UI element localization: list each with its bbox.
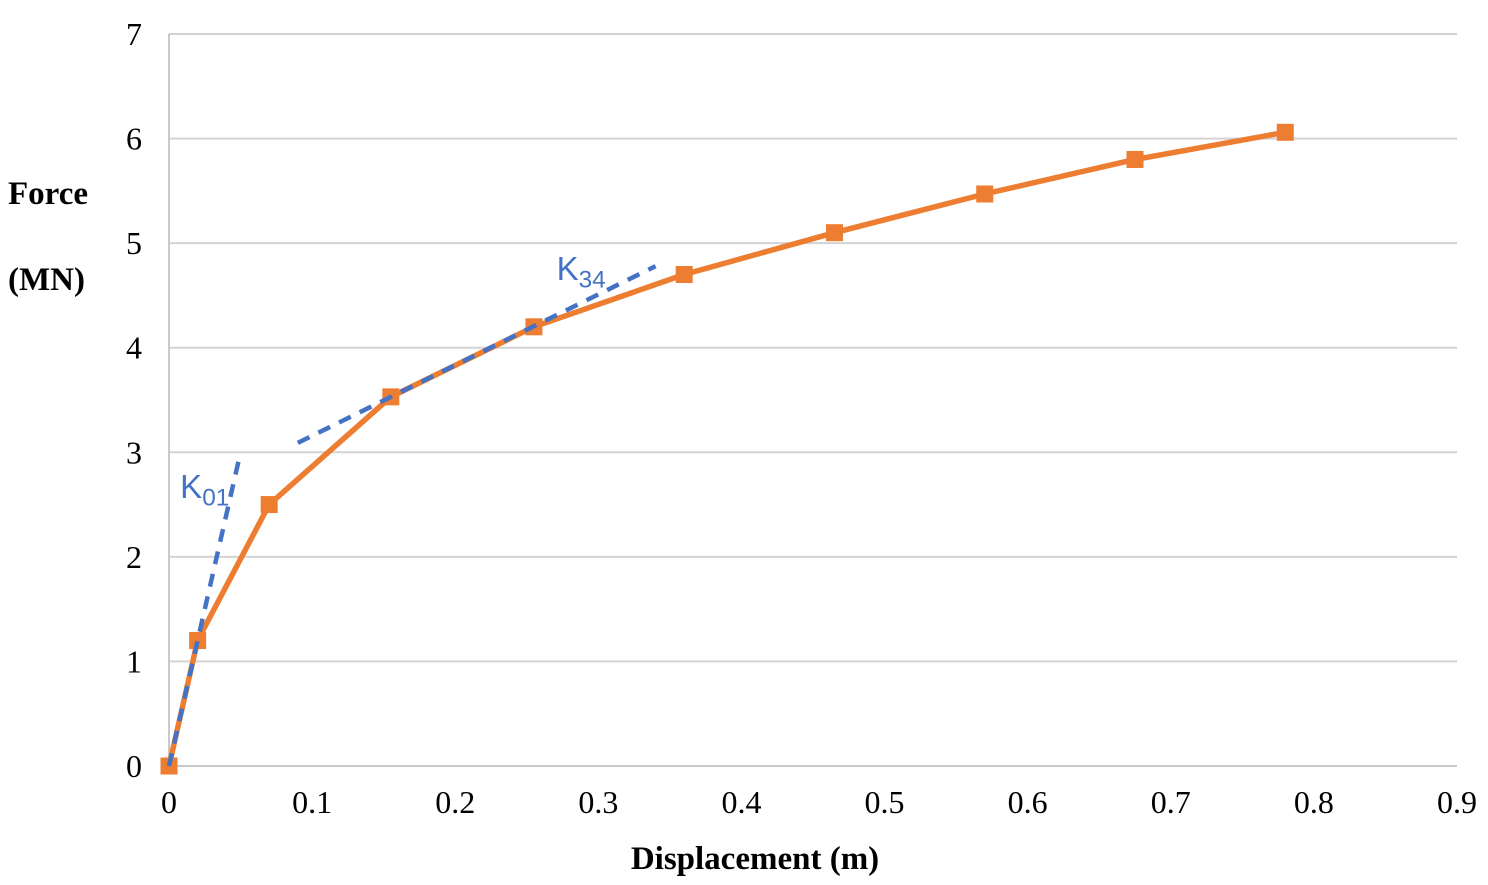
k34-subscript: 34 bbox=[578, 266, 606, 294]
data-point-marker-2 bbox=[260, 496, 278, 514]
x-tick-label-0.2: 0.2 bbox=[435, 784, 475, 820]
data-point-marker-1 bbox=[189, 632, 207, 650]
y-tick-label-1: 1 bbox=[126, 643, 142, 679]
x-axis-title: Displacement (m) bbox=[630, 841, 880, 877]
x-tick-label-0: 0 bbox=[161, 784, 177, 820]
y-tick-label-6: 6 bbox=[126, 121, 142, 157]
k34-symbol: K bbox=[556, 250, 579, 288]
y-tick-label-2: 2 bbox=[126, 539, 142, 575]
data-point-marker-6 bbox=[825, 224, 843, 242]
x-tick-label-0.3: 0.3 bbox=[578, 784, 618, 820]
y-tick-label-7: 7 bbox=[126, 16, 142, 52]
y-tick-label-3: 3 bbox=[126, 434, 142, 470]
annotation-line-k34 bbox=[296, 264, 657, 445]
data-point-marker-8 bbox=[1126, 150, 1144, 168]
force-displacement-curve-line bbox=[166, 129, 1289, 769]
k01-subscript: 01 bbox=[202, 484, 230, 512]
x-tick-label-0.5: 0.5 bbox=[865, 784, 905, 820]
annotation-label-k01: K01 bbox=[180, 467, 229, 510]
x-tick-label-0.8: 0.8 bbox=[1294, 784, 1334, 820]
data-point-marker-7 bbox=[976, 185, 994, 203]
x-tick-label-0.6: 0.6 bbox=[1008, 784, 1048, 820]
x-tick-label-0.4: 0.4 bbox=[721, 784, 761, 820]
y-tick-label-0: 0 bbox=[126, 748, 142, 784]
k01-symbol: K bbox=[180, 467, 203, 505]
data-point-marker-9 bbox=[1276, 123, 1294, 141]
y-axis-title-line1: Force bbox=[8, 176, 89, 212]
y-axis-title-line2: (MN) bbox=[8, 262, 85, 298]
y-tick-label-5: 5 bbox=[126, 225, 142, 261]
annotation-line-k01 bbox=[166, 451, 243, 767]
annotation-label-k34: K34 bbox=[556, 250, 606, 292]
y-tick-label-4: 4 bbox=[126, 330, 142, 366]
x-tick-label-0.9: 0.9 bbox=[1437, 784, 1477, 820]
data-point-marker-5 bbox=[675, 266, 693, 284]
y-axis-title: Force (MN) bbox=[8, 130, 88, 345]
x-tick-label-0.7: 0.7 bbox=[1151, 784, 1191, 820]
x-tick-label-0.1: 0.1 bbox=[292, 784, 332, 820]
